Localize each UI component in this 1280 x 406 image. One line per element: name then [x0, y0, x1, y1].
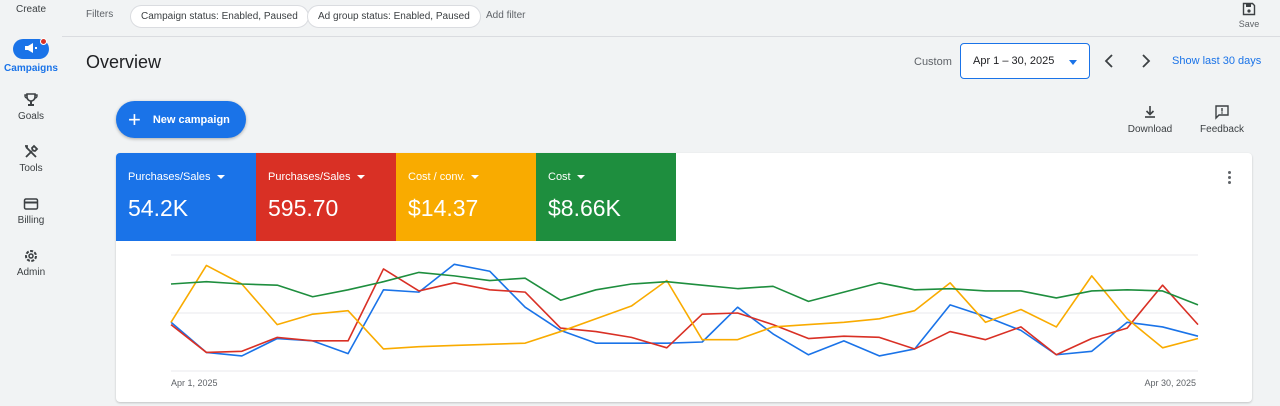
add-filter-button[interactable]: Add filter [486, 10, 526, 21]
save-button[interactable]: Save [1234, 2, 1264, 29]
date-range-value: Apr 1 – 30, 2025 [973, 55, 1055, 67]
new-campaign-label: New campaign [152, 113, 230, 126]
rail-item-billing[interactable]: Billing [0, 196, 62, 226]
rail-item-campaigns[interactable]: Campaigns [0, 38, 62, 74]
series-line-3 [170, 271, 1199, 306]
campaigns-icon [13, 38, 49, 59]
metric-tile-cost[interactable]: Cost $8.66K [536, 153, 676, 241]
plus-icon: + [128, 106, 141, 132]
download-label: Download [1127, 124, 1173, 135]
series-line-1 [170, 268, 1199, 356]
rail-item-tools-label: Tools [19, 163, 43, 174]
page-title: Overview [86, 52, 162, 72]
metric-label: Purchases/Sales [128, 171, 211, 183]
metric-value: $14.37 [408, 195, 479, 221]
metric-label: Purchases/Sales [268, 171, 351, 183]
feedback-label: Feedback [1200, 124, 1244, 135]
dropdown-caret-icon [1069, 60, 1077, 65]
rail-item-goals-label: Goals [17, 111, 45, 122]
date-range-type-label: Custom [914, 56, 952, 68]
rail-item-billing-label: Billing [17, 215, 45, 226]
performance-chart-card: Purchases/Sales 54.2K Purchases/Sales 59… [116, 153, 1252, 402]
dropdown-caret-icon [471, 175, 480, 179]
header-divider [62, 36, 1280, 37]
date-range-select[interactable]: Apr 1 – 30, 2025 [960, 43, 1090, 79]
download-icon [1145, 106, 1155, 118]
metric-value: 595.70 [268, 195, 339, 221]
metric-label: Cost / conv. [408, 171, 466, 183]
filter-chip-label: Ad group status: Enabled, Paused [318, 11, 470, 22]
x-axis-end-label: Apr 30, 2025 [1144, 378, 1196, 388]
filters-label: Filters [86, 9, 114, 20]
feedback-button[interactable]: Feedback [1198, 104, 1246, 135]
show-last-30-days-link[interactable]: Show last 30 days [1172, 55, 1262, 67]
metric-label: Cost [548, 171, 571, 183]
credit-card-icon [23, 198, 39, 210]
metric-value: 54.2K [128, 195, 189, 221]
dropdown-caret-icon [356, 175, 365, 179]
rail-item-tools[interactable]: Tools [0, 144, 62, 174]
gear-icon [25, 250, 37, 262]
filter-chip-ad-group-status[interactable]: Ad group status: Enabled, Paused [307, 5, 481, 28]
x-axis-start-label: Apr 1, 2025 [171, 378, 218, 388]
feedback-icon [1215, 105, 1229, 120]
rail-item-campaigns-label: Campaigns [4, 63, 58, 74]
create-label: Create [15, 4, 46, 15]
trophy-icon [24, 93, 38, 106]
filter-chip-label: Campaign status: Enabled, Paused [141, 11, 298, 22]
series-line-0 [170, 263, 1199, 357]
new-campaign-button[interactable]: + New campaign [116, 101, 246, 138]
previous-period-icon[interactable] [1102, 52, 1118, 70]
save-label: Save [1238, 19, 1260, 29]
rail-item-goals[interactable]: Goals [0, 92, 62, 122]
download-button[interactable]: Download [1126, 104, 1174, 135]
dropdown-caret-icon [576, 175, 585, 179]
dropdown-caret-icon [216, 175, 225, 179]
filter-chip-campaign-status[interactable]: Campaign status: Enabled, Paused [130, 5, 309, 28]
navigation-rail: Create Campaigns Goals Tools Billing Adm… [0, 0, 62, 406]
line-chart: Apr 1, 2025 Apr 30, 2025 [170, 254, 1199, 388]
series-line-2 [170, 264, 1199, 350]
create-button[interactable]: Create [0, 4, 62, 15]
tools-icon [25, 144, 39, 158]
metric-tile-purchases-sales[interactable]: Purchases/Sales 54.2K [116, 153, 256, 241]
save-icon [1242, 2, 1256, 16]
metric-tile-cost-per-conversion[interactable]: Cost / conv. $14.37 [396, 153, 536, 241]
next-period-icon[interactable] [1137, 52, 1153, 70]
metric-value: $8.66K [548, 195, 621, 221]
rail-item-admin[interactable]: Admin [0, 248, 62, 278]
more-options-icon[interactable] [1226, 171, 1232, 186]
rail-item-admin-label: Admin [16, 267, 46, 278]
metric-tile-purchases-sales-value[interactable]: Purchases/Sales 595.70 [256, 153, 396, 241]
